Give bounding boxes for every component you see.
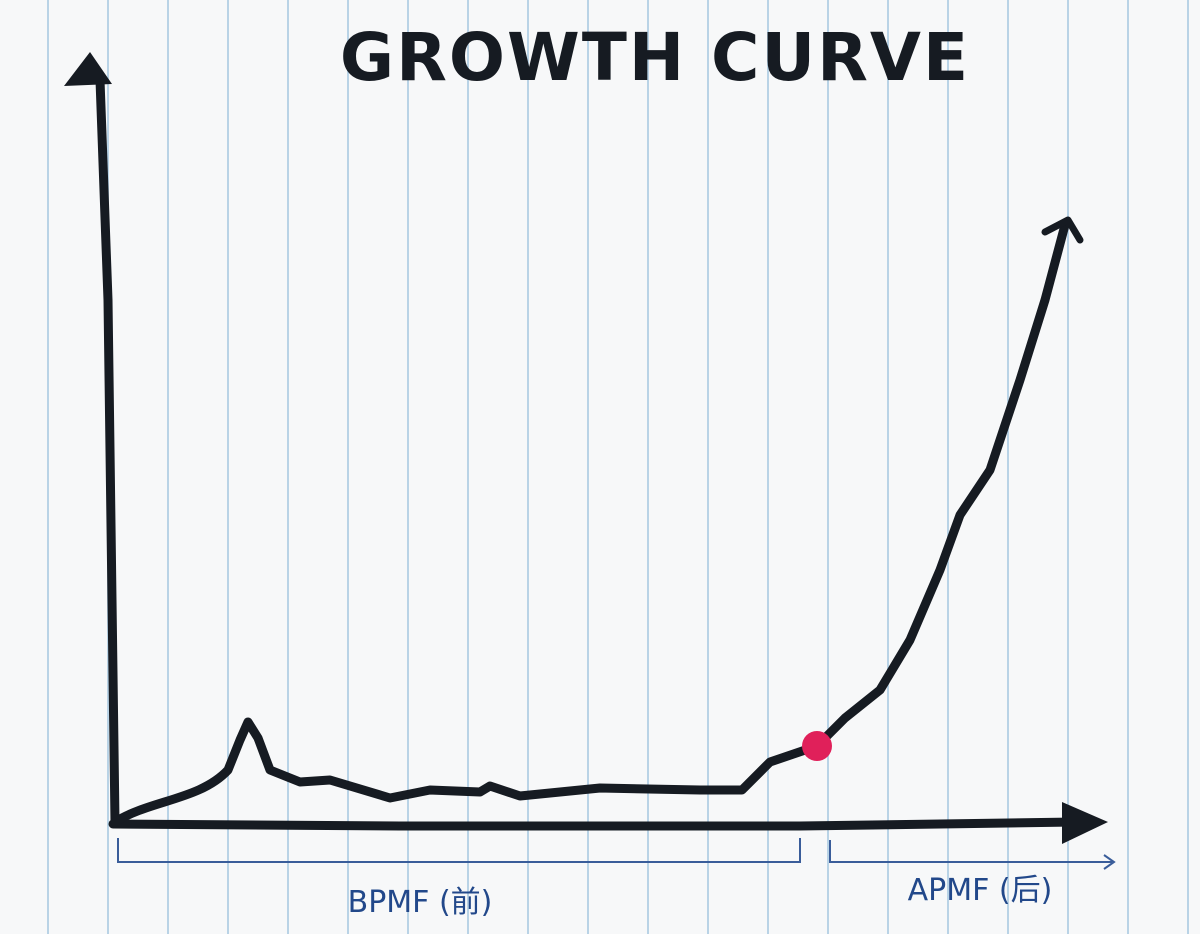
bpmf-label: BPMF (前) [348, 885, 493, 920]
x-axis-arrowhead [1062, 802, 1108, 844]
y-axis [95, 75, 120, 827]
x-axis [108, 817, 1080, 831]
title: GROWTH CURVE [340, 19, 970, 96]
y-axis-arrowhead [64, 52, 112, 86]
inflection-point [802, 731, 832, 761]
apmf-label: APMF (后) [908, 873, 1053, 908]
curve-arrowhead [1041, 216, 1084, 244]
apmf-bracket [829, 840, 1116, 870]
bpmf-bracket [117, 838, 801, 863]
growth-curve [110, 220, 1070, 827]
